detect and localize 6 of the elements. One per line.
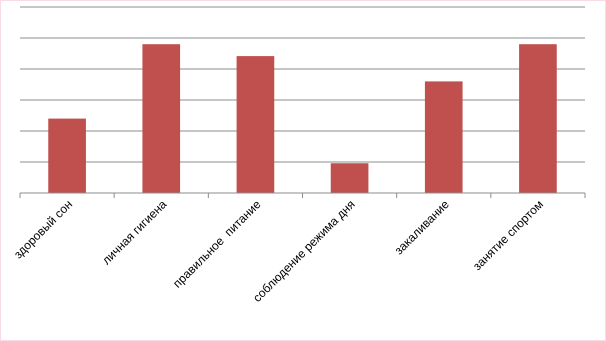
bar: [236, 56, 274, 193]
bar: [424, 81, 463, 193]
bar: [142, 44, 180, 193]
bar: [48, 118, 86, 193]
bar: [519, 44, 557, 193]
bar: [330, 163, 368, 193]
